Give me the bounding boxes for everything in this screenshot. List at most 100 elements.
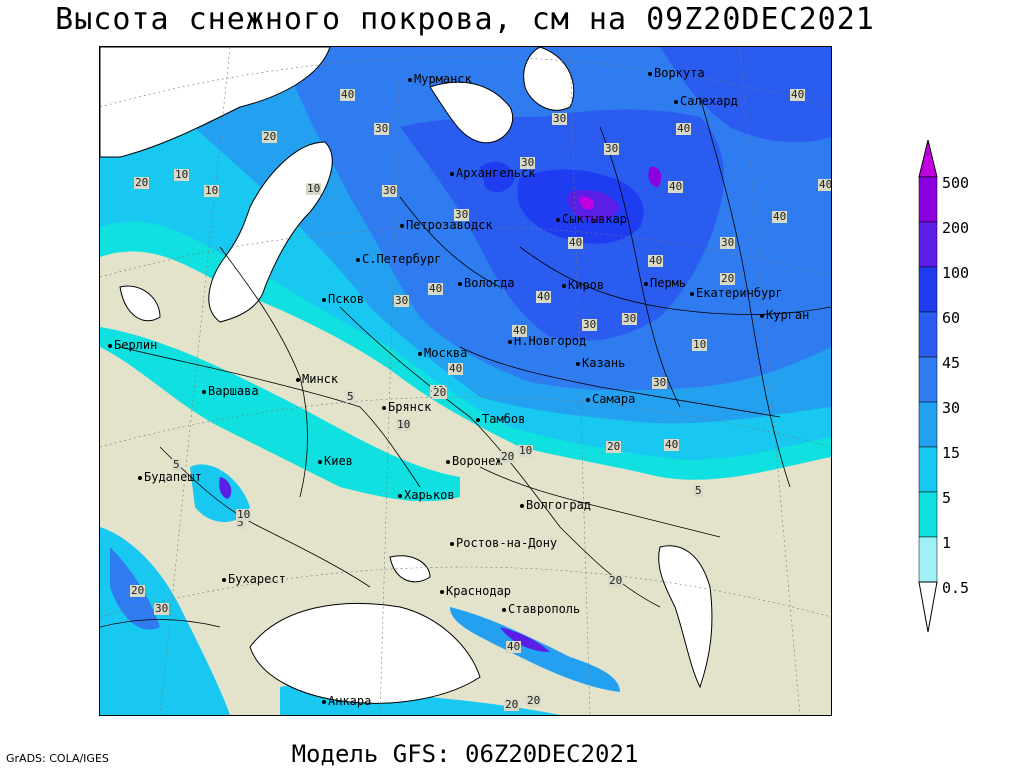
city-syktyvkar: Сыктывкар: [556, 213, 627, 225]
contour-label: 20: [130, 584, 146, 597]
legend-label: 15: [942, 444, 961, 462]
city-kiev: Киев: [318, 455, 353, 467]
legend-label: 200: [942, 219, 970, 237]
city-ekaterinburg: Екатеринбург: [690, 287, 783, 299]
contour-label: 30: [374, 122, 390, 135]
city-bryansk: Брянск: [382, 401, 431, 413]
city-arkhangelsk: Архангельск: [450, 167, 535, 179]
contour-label: 10: [236, 508, 252, 521]
borders: [100, 96, 831, 628]
snow-cover-layers: [100, 47, 831, 715]
city-kirov: Киров: [562, 279, 604, 291]
city-spb: С.Петербург: [356, 253, 441, 265]
graticule: [100, 47, 831, 715]
contour-label: 10: [692, 338, 708, 351]
legend-label: 0.5: [942, 579, 970, 597]
contour-label: 5: [236, 516, 245, 529]
contour-label: 40: [668, 180, 684, 193]
city-tambov: Тамбов: [476, 413, 525, 425]
contour-label: 30: [652, 376, 668, 389]
contour-label: 10: [518, 444, 534, 457]
legend-label: 5: [942, 489, 952, 507]
contour-label: 20: [526, 694, 542, 707]
contour-label: 40: [568, 236, 584, 249]
city-kazan: Казань: [576, 357, 625, 369]
city-perm: Пермь: [644, 277, 686, 289]
contour-label: 30: [552, 112, 568, 125]
snow-depth-map[interactable]: Мурманск Воркута Салехард Архангельск Сы…: [99, 46, 832, 716]
legend-colorbar: 500 200 100 60 45 30 15 5 1 0.5: [916, 140, 1024, 640]
city-moskva: Москва: [418, 347, 467, 359]
contour-label: 10: [396, 418, 412, 431]
contour-label: 40: [818, 178, 832, 191]
contour-label: 10: [174, 168, 190, 181]
contour-label: 10: [306, 182, 322, 195]
contour-label: 40: [772, 210, 788, 223]
legend-label: 100: [942, 264, 970, 282]
city-murmansk: Мурманск: [408, 73, 472, 85]
contour-label: 5: [694, 484, 703, 497]
legend-label: 45: [942, 354, 961, 372]
city-salekhard: Салехард: [674, 95, 738, 107]
contour-label: 40: [340, 88, 356, 101]
contour-label: 40: [428, 282, 444, 295]
contour-label: 20: [606, 440, 622, 453]
legend-label: 500: [942, 174, 970, 192]
city-nnovgorod: Н.Новгород: [508, 335, 586, 347]
contour-label: 5: [172, 458, 181, 471]
city-berlin: Берлин: [108, 339, 157, 351]
city-ankara: Анкара: [322, 695, 371, 707]
contour-label: 10: [204, 184, 220, 197]
city-kurgan: Курган: [760, 309, 809, 321]
city-budapesht: Будапешт: [138, 471, 202, 483]
contour-label: 20: [262, 130, 278, 143]
city-volgograd: Волгоград: [520, 499, 591, 511]
city-bukharest: Бухарест: [222, 573, 286, 585]
contour-label: 40: [676, 122, 692, 135]
city-vorkuta: Воркута: [648, 67, 705, 79]
contour-label: 30: [394, 294, 410, 307]
legend-label: 30: [942, 399, 961, 417]
seas: [100, 47, 713, 704]
contour-label: 20: [432, 386, 448, 399]
city-krasnodar: Краснодар: [440, 585, 511, 597]
city-kharkov: Харьков: [398, 489, 455, 501]
contour-label: 30: [622, 312, 638, 325]
city-minsk: Минск: [296, 373, 338, 385]
contour-label: 30: [520, 156, 536, 169]
contour-label: 40: [790, 88, 806, 101]
contour-label: 20: [608, 574, 624, 587]
contour-label: 30: [382, 184, 398, 197]
contour-label: 30: [582, 318, 598, 331]
city-samara: Самара: [586, 393, 635, 405]
city-petrozavodsk: Петрозаводск: [400, 219, 493, 231]
contour-label: 40: [536, 290, 552, 303]
city-vologda: Вологда: [458, 277, 515, 289]
contour-label: 20: [134, 176, 150, 189]
city-pskov: Псков: [322, 293, 364, 305]
contour-label: 40: [648, 254, 664, 267]
model-subtitle: Модель GFS: 06Z20DEC2021: [291, 740, 639, 768]
contour-label: 30: [720, 236, 736, 249]
contour-label: 40: [506, 640, 522, 653]
contour-label: 20: [504, 698, 520, 711]
city-rostov: Ростов-на-Дону: [450, 537, 557, 549]
city-voronezh: Воронеж: [446, 455, 503, 467]
city-varshava: Варшава: [202, 385, 259, 397]
contour-label: 40: [664, 438, 680, 451]
legend-label: 60: [942, 309, 961, 327]
contour-label: 30: [604, 142, 620, 155]
map-canvas: [100, 47, 831, 715]
city-stavropol: Ставрополь: [502, 603, 580, 615]
contour-label: 40: [448, 362, 464, 375]
legend-bar: [918, 140, 938, 633]
grads-credit: GrADS: COLA/IGES: [6, 752, 109, 765]
contour-label: 30: [154, 602, 170, 615]
map-title: Высота снежного покрова, см на 09Z20DEC2…: [55, 2, 875, 37]
contour-label: 30: [454, 208, 470, 221]
contour-label: 20: [720, 272, 736, 285]
contour-label: 5: [346, 390, 355, 403]
contour-label: 20: [500, 450, 516, 463]
contour-label: 40: [512, 324, 528, 337]
legend-label: 1: [942, 534, 952, 552]
